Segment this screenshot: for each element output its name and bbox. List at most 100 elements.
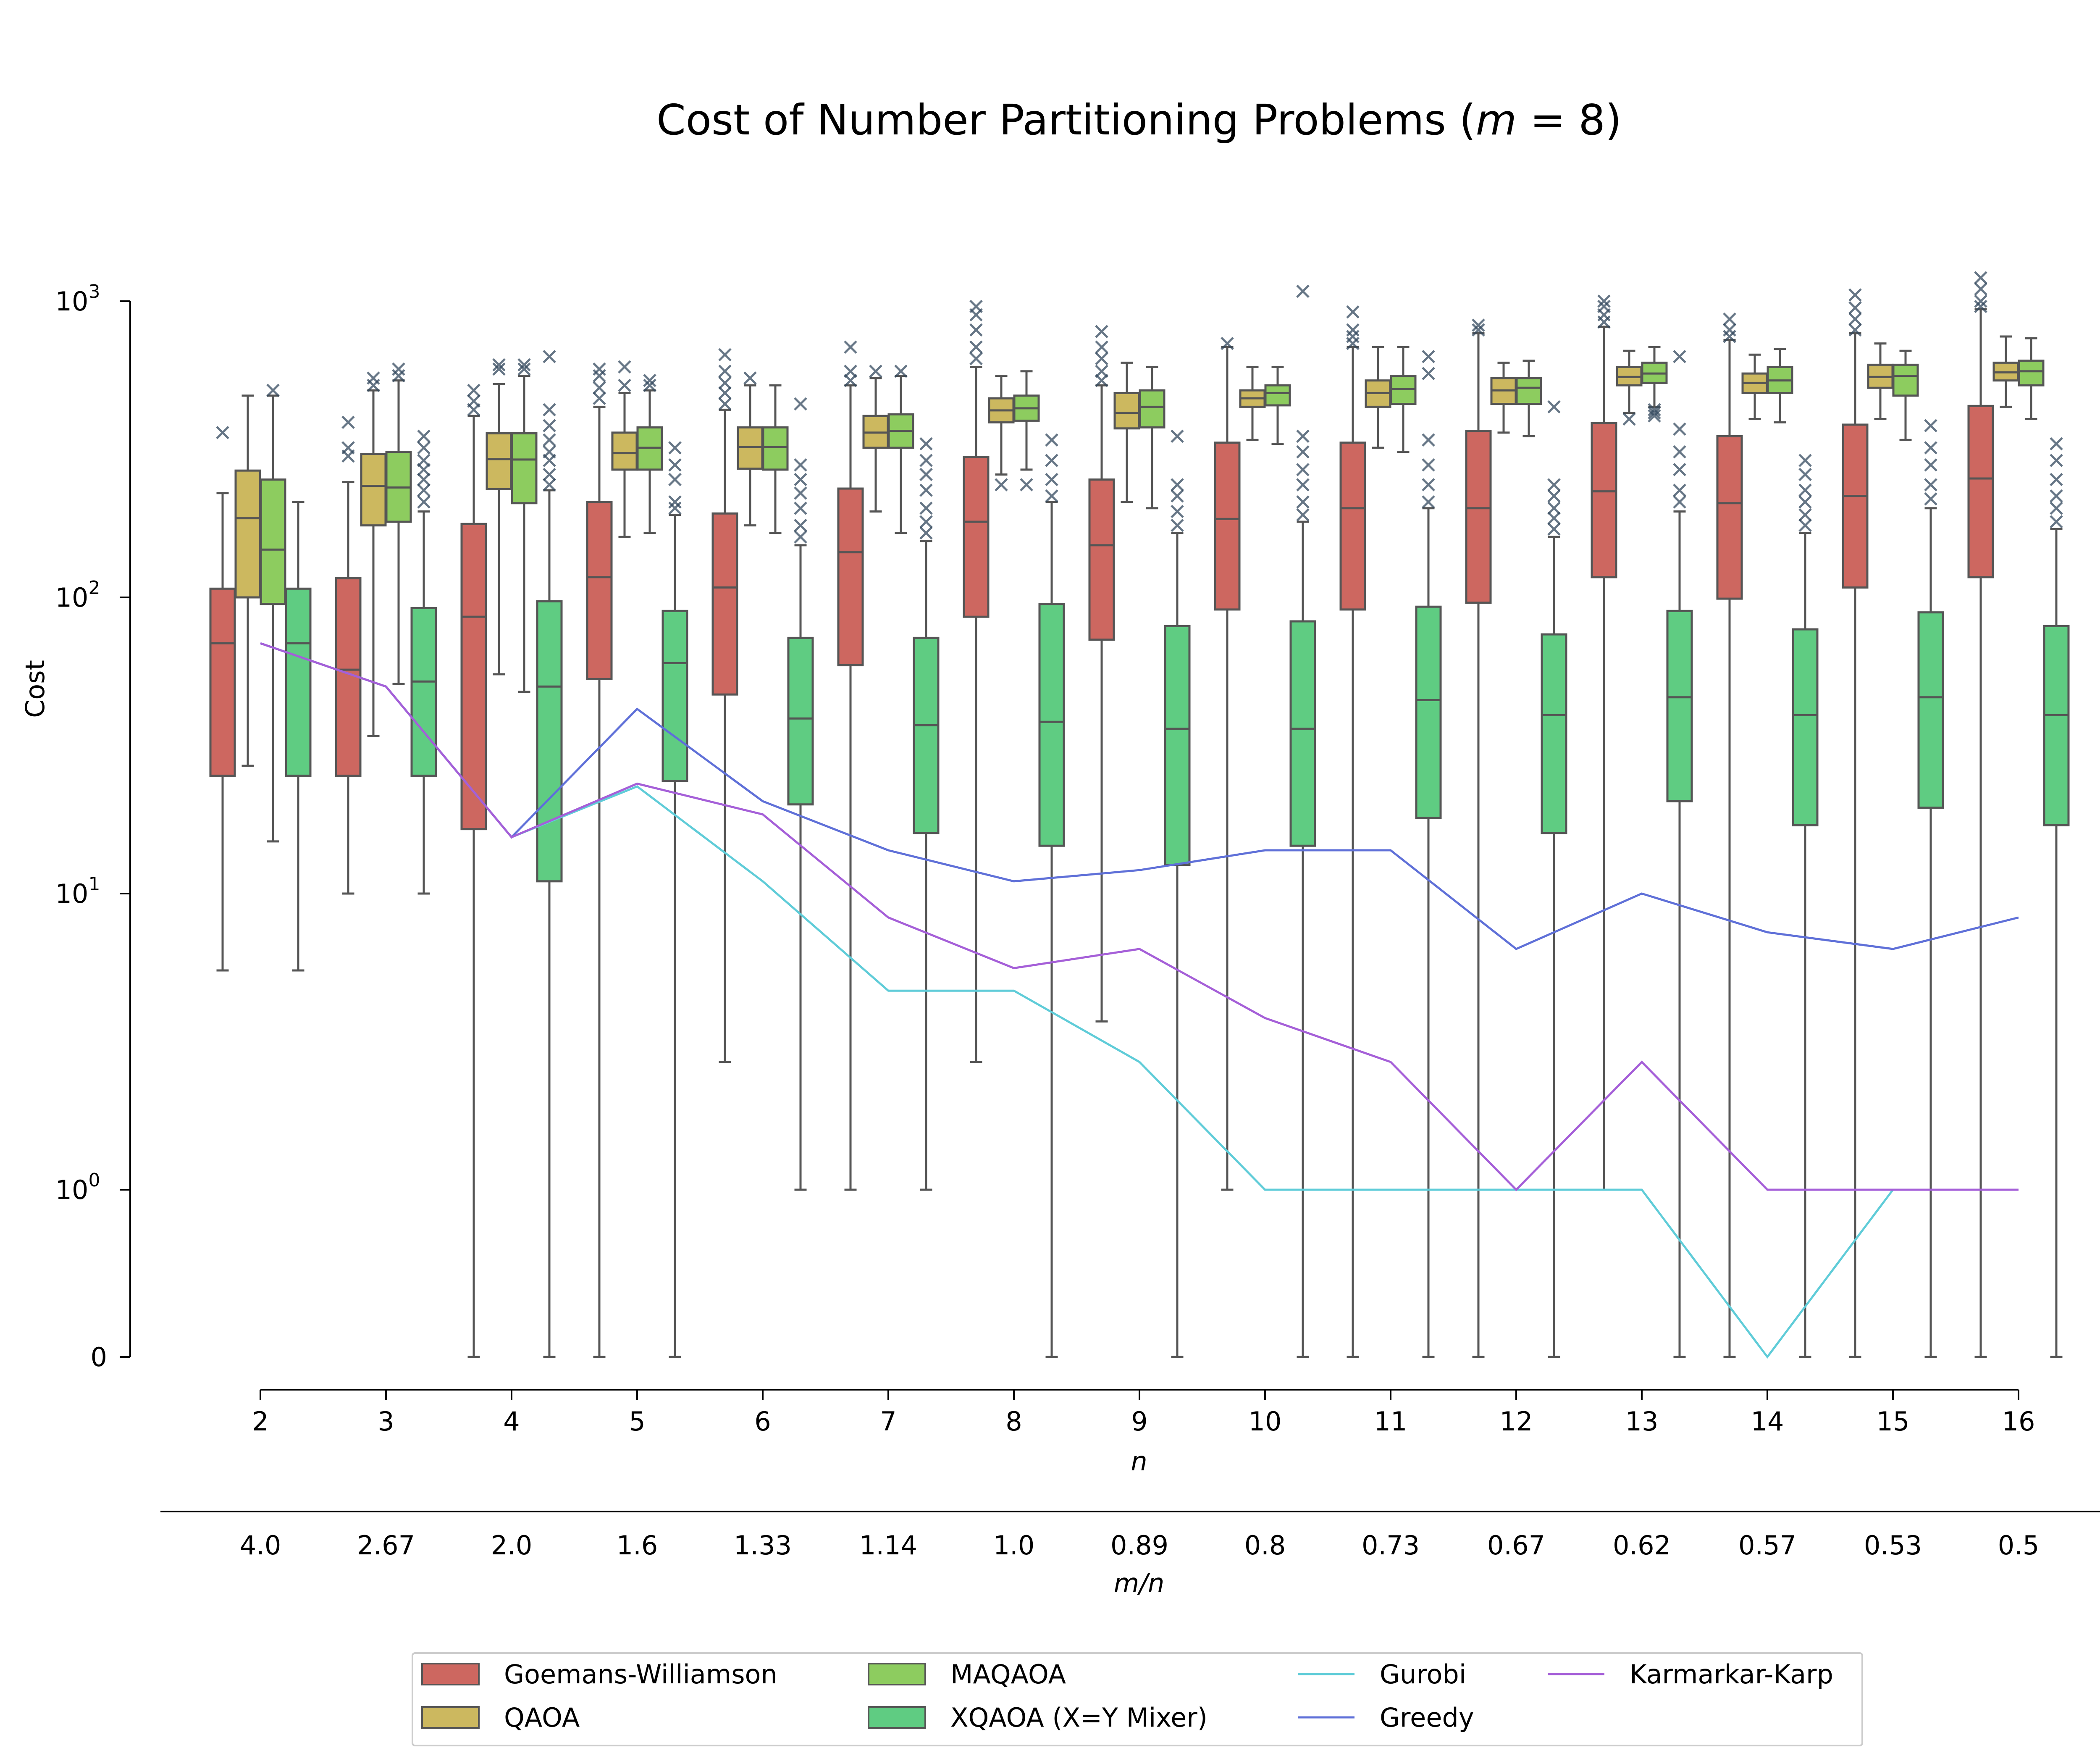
box-rect (1113, 392, 1140, 430)
box-flier (1622, 412, 1636, 426)
secondary-x-axis: 4.0 2.67 2.0 1.6 1.33 1.14 1.0 0.89 0.8 0.73 0.67 0… (160, 1511, 2100, 1561)
box-flier (517, 358, 531, 372)
flier-stroke (543, 478, 556, 492)
flier-stroke (844, 365, 857, 378)
box-flier (1673, 463, 1686, 476)
box-rect (913, 636, 940, 834)
box-flier (1848, 301, 1862, 315)
box-flier (1296, 508, 1310, 522)
box-flier (1673, 495, 1686, 509)
box-flier (417, 454, 430, 467)
flier-stroke (668, 458, 682, 472)
y-tick-label: 101 (55, 873, 100, 909)
legend: Goemans-Williamson QAOA MAQAOA XQAOA (X=Y M… (412, 1652, 1863, 1746)
box-flier (869, 365, 882, 378)
flier-stroke (1798, 495, 1812, 509)
box-flier (392, 362, 405, 376)
title-text: Cost of Number Partitioning Problems ( (656, 95, 1476, 145)
flier-stroke (417, 429, 430, 443)
box-rect (536, 600, 563, 883)
secondary-x-tick-label: 1.33 (734, 1530, 792, 1561)
secondary-x-tick-label: 1.14 (859, 1530, 917, 1561)
flier-stroke (1547, 511, 1561, 525)
box-flier (1673, 445, 1686, 459)
flier-stroke (1296, 445, 1310, 459)
flier-stroke (1974, 282, 1987, 296)
box-flier (593, 392, 606, 405)
box-flier (543, 419, 556, 433)
flier-stroke (1422, 433, 1435, 447)
box-flier (1422, 478, 1435, 492)
box-flier (1296, 429, 1310, 443)
box (536, 350, 563, 1358)
flier-stroke (1296, 429, 1310, 443)
box-flier (794, 397, 807, 411)
flier-stroke (969, 323, 983, 337)
box-flier (1798, 454, 1812, 467)
box-rect (1591, 422, 1617, 578)
x-tick-label: 8 (1005, 1406, 1022, 1437)
box-flier (1547, 478, 1561, 492)
box-flier (1848, 312, 1862, 326)
line-series (260, 642, 2019, 1191)
flier-stroke (919, 526, 933, 540)
flier-stroke (668, 502, 682, 515)
box-rect (209, 587, 236, 777)
box-flier (794, 530, 807, 544)
flier-stroke (2050, 437, 2063, 451)
secondary-x-tick-label: 0.89 (1110, 1530, 1168, 1561)
x-tick-label: 9 (1131, 1406, 1147, 1437)
box (1666, 350, 1693, 1358)
box-flier (1924, 458, 1937, 472)
box-flier (1095, 365, 1108, 378)
legend-label: XQAOA (X=Y Mixer) (950, 1702, 1208, 1733)
box-flier (1221, 337, 1234, 350)
flier-stroke (543, 419, 556, 433)
box-flier (794, 458, 807, 472)
x-tick-label: 15 (1877, 1406, 1910, 1437)
legend-label: Karmarkar-Karp (1630, 1659, 1833, 1690)
box (1992, 335, 2019, 408)
flier-stroke (1673, 484, 1686, 497)
box (1139, 365, 1166, 510)
flier-stroke (2050, 489, 2063, 503)
y-tick-label: 0 (91, 1342, 107, 1372)
box (1339, 305, 1366, 1358)
box-flier (1045, 454, 1058, 467)
flier-stroke (1171, 505, 1184, 518)
flier-stroke (517, 362, 531, 376)
box-flier (1296, 284, 1310, 298)
box-flier (794, 473, 807, 486)
legend-item: Gurobi (1298, 1659, 1466, 1690)
line-series (260, 642, 2019, 1359)
flier-stroke (743, 371, 757, 385)
flier-stroke (794, 502, 807, 515)
box-rect (662, 610, 688, 782)
box (1792, 454, 1819, 1358)
flier-stroke (1171, 429, 1184, 443)
flier-stroke (1045, 489, 1058, 503)
flier-stroke (668, 495, 682, 509)
box-rect (837, 487, 864, 667)
box (1415, 350, 1442, 1358)
flier-stroke (492, 358, 506, 372)
box-flier (1547, 502, 1561, 515)
flier-stroke (2050, 502, 2063, 515)
box (1214, 337, 1241, 1191)
flier-stroke (718, 386, 732, 400)
box-flier (743, 371, 757, 385)
flier-stroke (1848, 288, 1862, 302)
x-axis: 2 3 4 5 6 7 8 9 10 11 12 13 14 15 16 (252, 1389, 2035, 1437)
box-flier (1798, 468, 1812, 481)
flier-stroke (392, 362, 405, 376)
legend-item: MAQAOA (868, 1659, 1066, 1690)
box-flier (2050, 437, 2063, 451)
box-flier (1974, 282, 1987, 296)
box-flier (668, 473, 682, 486)
box (285, 501, 312, 972)
flier-stroke (341, 415, 355, 429)
flier-stroke (718, 397, 732, 411)
box-flier (668, 458, 682, 472)
box-rect (963, 456, 990, 618)
line-layer (260, 642, 2019, 1359)
